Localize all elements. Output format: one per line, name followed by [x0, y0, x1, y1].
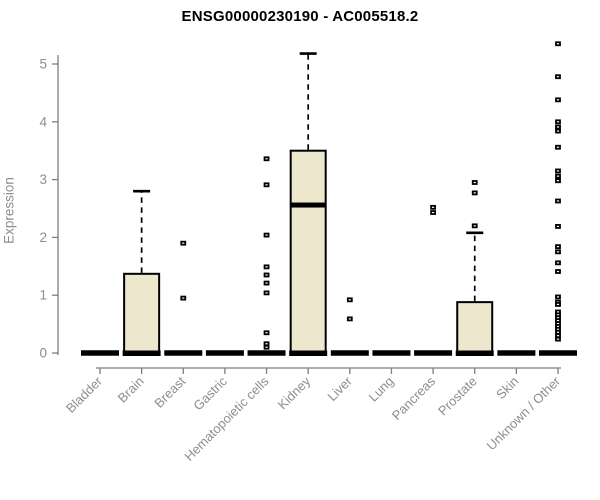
boxplot-flat-box	[247, 350, 286, 356]
outlier-point	[263, 272, 270, 278]
x-axis-category-label: Pancreas	[389, 373, 439, 423]
outlier-point	[471, 180, 478, 185]
boxplot-flat-box	[164, 350, 203, 356]
chart-title: ENSG00000230190 - AC005518.2	[181, 8, 419, 25]
outlier-point	[346, 297, 353, 303]
y-tick-label: 5	[39, 57, 47, 72]
outlier-point	[263, 264, 270, 270]
x-axis-category-label: Brain	[115, 374, 147, 406]
outlier-point	[430, 204, 436, 210]
outlier-point	[555, 249, 561, 255]
boxplot-box	[456, 301, 494, 356]
y-tick-label: 0	[39, 346, 47, 361]
boxplot-zero-bar	[289, 350, 328, 356]
x-axis-category-label: Bladder	[63, 373, 106, 416]
outlier-point	[263, 280, 270, 286]
x-axis-category-label: Lung	[366, 374, 397, 405]
boxplot-zero-bar	[122, 350, 161, 356]
outlier-point	[555, 302, 561, 307]
outlier-point	[555, 329, 561, 335]
x-axis-category-label: Breast	[151, 373, 188, 410]
outlier-point	[263, 182, 270, 188]
outlier-point	[471, 223, 478, 229]
outlier-point	[471, 190, 478, 196]
outlier-point	[263, 232, 270, 238]
outlier-point	[555, 198, 561, 204]
outlier-point	[346, 316, 353, 322]
outlier-point	[555, 178, 561, 184]
y-tick-label: 1	[39, 288, 47, 303]
outlier-point	[555, 224, 561, 229]
x-axis-category-label: Prostate	[435, 374, 480, 419]
boxplot-zero-bar	[455, 350, 494, 356]
x-axis-category-label: Liver	[324, 373, 355, 404]
outlier-point	[555, 244, 561, 250]
outlier-point	[555, 97, 561, 103]
outlier-point	[555, 336, 561, 342]
boxplot-flat-box	[372, 350, 411, 356]
boxplot-median	[290, 202, 326, 208]
boxplot-flat-box	[414, 350, 453, 356]
outlier-point	[555, 74, 561, 80]
outlier-point	[555, 119, 561, 125]
boxplot-box	[289, 149, 327, 356]
outlier-point	[263, 156, 270, 162]
outlier-point	[555, 333, 561, 339]
boxplot-flat-box	[497, 350, 536, 356]
outlier-point	[555, 124, 561, 130]
boxplot-flat-box	[205, 350, 244, 356]
outlier-point	[263, 344, 270, 350]
outlier-point	[430, 210, 436, 215]
x-axis-category-label: Kidney	[275, 373, 314, 412]
y-tick-label: 3	[39, 172, 47, 187]
boxplot-flat-box	[330, 350, 369, 356]
outlier-point	[263, 341, 270, 347]
x-axis-category-label: Unknown / Other	[484, 373, 564, 453]
y-tick-label: 4	[39, 114, 47, 129]
x-axis-category-label: Skin	[493, 374, 521, 402]
outlier-point	[555, 144, 561, 150]
y-tick-label: 2	[39, 230, 47, 245]
boxplot-flat-box	[81, 350, 119, 356]
outlier-point	[180, 295, 187, 301]
outlier-point	[555, 260, 561, 266]
outlier-point	[555, 294, 561, 300]
outlier-point	[263, 290, 270, 296]
boxplot-box	[123, 272, 161, 356]
outlier-point	[555, 41, 561, 47]
outlier-point	[555, 269, 561, 274]
outlier-point	[555, 128, 561, 134]
x-axis-category-label: Gastric	[190, 373, 230, 413]
outlier-point	[263, 330, 270, 336]
boxplot-flat-box	[539, 350, 577, 356]
outlier-point	[555, 173, 561, 179]
outlier-point	[180, 240, 187, 246]
outlier-point	[555, 168, 561, 174]
